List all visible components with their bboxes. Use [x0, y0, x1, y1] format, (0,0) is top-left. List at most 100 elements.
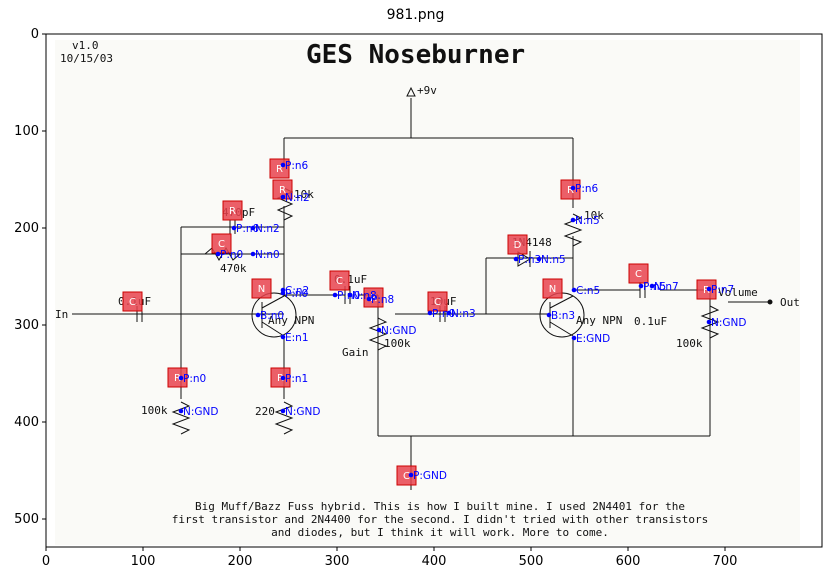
pin-label: P:n6 [280, 160, 309, 172]
svg-text:R: R [567, 185, 574, 196]
svg-text:P:n0: P:n0 [285, 288, 308, 300]
pin-label: N:n2 [280, 192, 310, 204]
svg-text:0: 0 [42, 554, 50, 569]
svg-text:R: R [370, 293, 377, 304]
value-r-c2: 10k [584, 209, 604, 222]
x-axis: 0 100 200 300 400 500 600 700 [42, 547, 737, 569]
value-pot-gain: 100k [384, 337, 411, 350]
svg-text:N: N [549, 284, 556, 295]
description-line-2: first transistor and 2N4400 for the seco… [172, 513, 708, 526]
pin-label: E:GND [571, 333, 610, 345]
svg-text:C: C [434, 297, 441, 308]
pin-label: N:n7 [649, 281, 679, 293]
svg-text:100: 100 [131, 554, 156, 569]
svg-text:E:n1: E:n1 [285, 332, 309, 344]
svg-text:P:n6: P:n6 [285, 160, 309, 172]
svg-text:500: 500 [519, 554, 544, 569]
y-tick: 0 [31, 27, 46, 42]
svg-text:N:n0: N:n0 [255, 249, 280, 261]
x-tick: 200 [228, 547, 252, 569]
svg-text:C: C [403, 471, 410, 482]
svg-text:100: 100 [14, 124, 39, 139]
svg-text:N: N [258, 284, 265, 295]
annotation-box: R [272, 179, 293, 200]
pin-label: N:n3 [446, 308, 476, 320]
svg-text:C: C [336, 276, 343, 287]
annotation-box: R [696, 279, 717, 300]
svg-text:200: 200 [14, 221, 39, 236]
output-label: Out [780, 296, 800, 309]
svg-text:500: 500 [14, 512, 39, 527]
svg-text:P:n5: P:n5 [643, 281, 666, 293]
svg-text:300: 300 [14, 318, 39, 333]
x-tick: 0 [42, 547, 50, 569]
gain-label: Gain [342, 346, 369, 359]
value-c-out: 0.1uF [634, 315, 667, 328]
svg-text:E:GND: E:GND [576, 333, 610, 345]
svg-text:N:GND: N:GND [711, 317, 746, 329]
pin-label: B:n3 [546, 310, 575, 322]
svg-text:R: R [229, 206, 236, 217]
annotation-pins: P:n6N:n2P:n0N:n2P:n0 N:n0P:n0C:n2E:n1B:n0… [178, 160, 746, 482]
svg-text:R: R [279, 185, 286, 196]
pin-label: N:GND [280, 406, 320, 418]
y-tick: 300 [14, 318, 46, 333]
pin-label: N:GND [706, 317, 746, 329]
svg-text:C: C [129, 297, 136, 308]
pin-label: N:GND [376, 325, 416, 337]
x-tick: 300 [325, 547, 350, 569]
supply-label: +9v [417, 84, 437, 97]
description-line-1: Big Muff/Bazz Fuss hybrid. This is how I… [195, 500, 685, 513]
x-tick: 600 [616, 547, 641, 569]
annotation-box: C [329, 270, 350, 291]
pin-label: P:n7 [706, 284, 734, 296]
svg-text:N:n3: N:n3 [451, 308, 476, 320]
date-text: 10/15/03 [60, 52, 113, 65]
pin-label: P:GND [408, 470, 447, 482]
svg-text:300: 300 [325, 554, 350, 569]
svg-text:N:n2: N:n2 [285, 192, 310, 204]
svg-text:600: 600 [616, 554, 641, 569]
svg-text:P:n7: P:n7 [711, 284, 734, 296]
pin-label: C:n5 [571, 285, 600, 297]
version-text: v1.0 [72, 39, 99, 52]
svg-text:B:n3: B:n3 [551, 310, 575, 322]
y-tick: 200 [14, 221, 46, 236]
svg-text:N:n5: N:n5 [541, 254, 566, 266]
pin-label: C:n2 [280, 285, 309, 297]
schematic-heading: GES Noseburner [306, 40, 525, 70]
svg-text:P:n3: P:n3 [518, 254, 541, 266]
svg-text:0: 0 [31, 27, 39, 42]
svg-text:B:n0: B:n0 [260, 310, 284, 322]
svg-text:C:n2: C:n2 [285, 285, 309, 297]
pin-label: P:n5 [638, 281, 666, 293]
volume-label: Volume [718, 286, 758, 299]
annotation-box: C [396, 465, 417, 486]
value-r-e1: 220 [255, 405, 275, 418]
svg-text:N:GND: N:GND [285, 406, 320, 418]
value-r-c1: 10k [294, 188, 314, 201]
pin-label: N:n5 [536, 254, 566, 266]
pin-label: N:n5 [570, 215, 600, 227]
annotation-box: C [628, 263, 649, 284]
svg-text:P:n0: P:n0 [220, 249, 243, 261]
pin-label: P:n0 [215, 249, 243, 261]
svg-text:P:n8: P:n8 [371, 294, 394, 306]
figure-title: 981.png [386, 7, 445, 23]
svg-text:N:GND: N:GND [381, 325, 416, 337]
schematic-image: v1.0 10/15/03 GES Noseburner +9v In Out … [46, 34, 822, 547]
y-axis: 0 100 200 300 400 500 [14, 27, 46, 527]
svg-text:R: R [174, 373, 181, 384]
value-r-fb: 470k [220, 262, 247, 275]
pin-label: P:n6 [570, 183, 599, 195]
x-tick: 100 [131, 547, 156, 569]
svg-text:400: 400 [422, 554, 447, 569]
input-label: In [55, 308, 68, 321]
svg-text:P:n6: P:n6 [575, 183, 599, 195]
x-tick: 400 [422, 547, 447, 569]
pin-label: P:n8 [366, 294, 394, 306]
annotation-box: C [427, 291, 448, 312]
annotation-box: R [222, 200, 243, 221]
